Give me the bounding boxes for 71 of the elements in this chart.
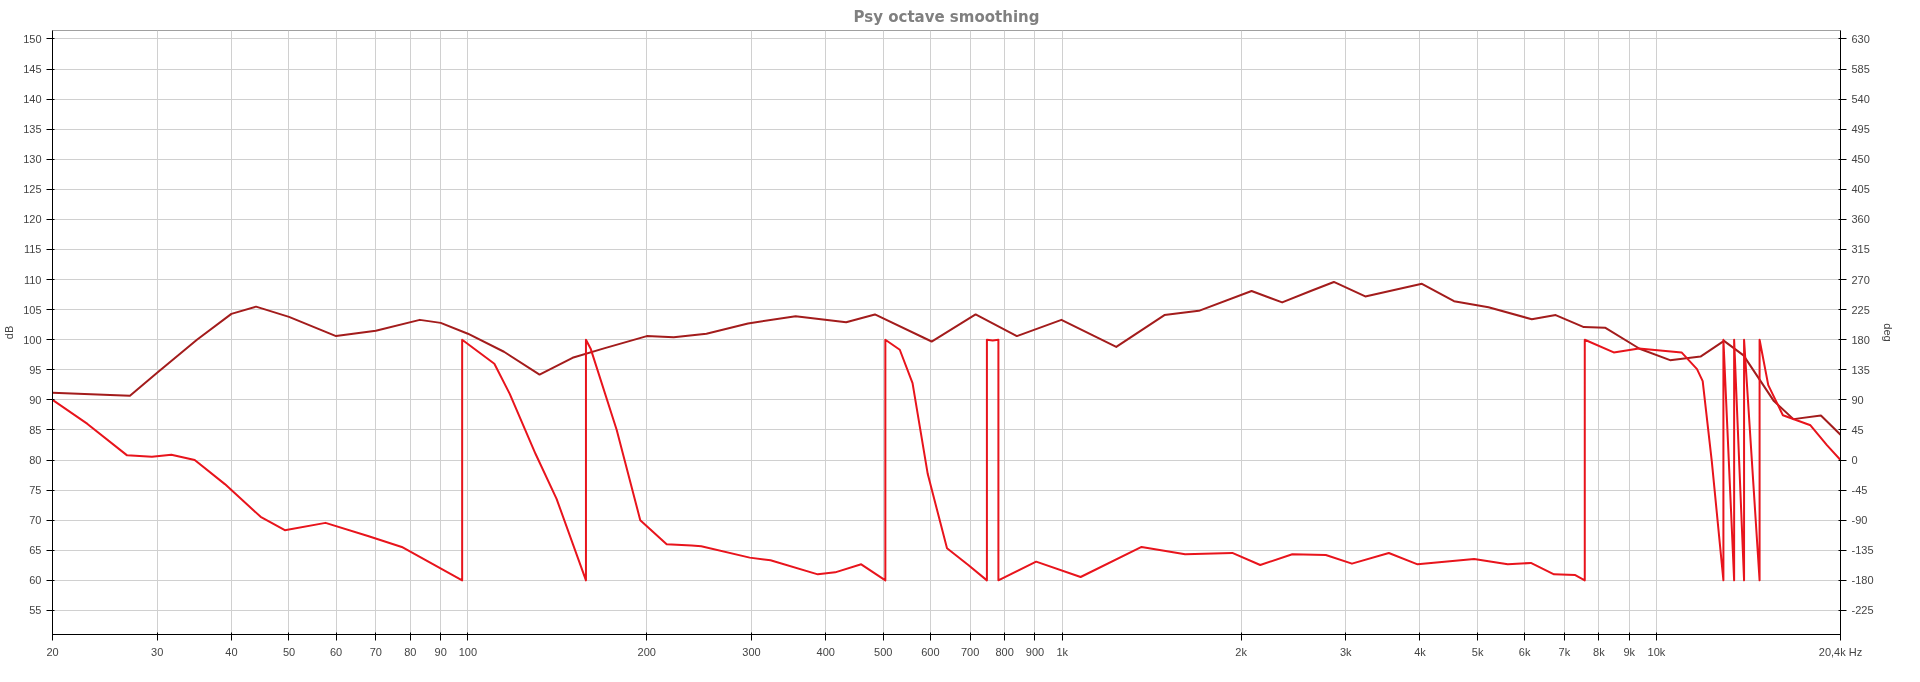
x-tick-label: 6k (1518, 645, 1531, 658)
y-tick-label: 105 (23, 303, 42, 316)
y2-tick-label: -45 (1851, 484, 1868, 497)
y-tick-label: 95 (29, 363, 42, 376)
y-tick-label: 65 (29, 544, 42, 557)
x-tick-label: 700 (960, 645, 980, 658)
x-tick-label: 800 (995, 645, 1014, 658)
y2-tick-label: 315 (1851, 243, 1870, 256)
y-tick-label: 70 (29, 514, 42, 527)
y2-tick-label: 225 (1851, 303, 1870, 316)
x-tick-label: 8k (1593, 645, 1606, 658)
y-axis-title: dB (3, 325, 16, 340)
chart-title: Psy octave smoothing (853, 7, 1040, 26)
x-tick-label: 4k (1414, 645, 1427, 658)
x-tick-label: 80 (404, 645, 417, 658)
y-tick-label: 110 (23, 273, 42, 286)
y-tick-label: 150 (23, 32, 42, 45)
y2-tick-label: -90 (1851, 514, 1868, 527)
y2-axis-title: deg (1881, 323, 1894, 342)
y2-tick-label: 630 (1851, 32, 1870, 45)
y2-tick-label: -180 (1851, 574, 1874, 587)
x-tick-label: 900 (1025, 645, 1045, 658)
y-tick-label: 55 (29, 604, 42, 617)
y2-tick-label: 45 (1851, 423, 1864, 436)
y-tick-label: 120 (23, 213, 42, 226)
y2-tick-label: -225 (1851, 604, 1874, 617)
y-tick-label: 135 (23, 123, 42, 136)
y-tick-label: 80 (29, 454, 42, 467)
x-tick-label: 20,4k Hz (1818, 645, 1863, 658)
y2-tick-label: 90 (1851, 393, 1864, 406)
x-tick-label: 5k (1471, 645, 1484, 658)
y-tick-label: 140 (23, 93, 42, 106)
y-tick-label: 100 (23, 333, 42, 346)
x-tick-label: 40 (225, 645, 238, 658)
y-tick-label: 75 (29, 484, 42, 497)
y-tick-label: 85 (29, 423, 42, 436)
y2-tick-label: 495 (1851, 123, 1870, 136)
x-tick-label: 300 (742, 645, 761, 658)
x-tick-label: 600 (921, 645, 940, 658)
y2-tick-label: 180 (1851, 333, 1870, 346)
x-tick-label: 20 (46, 645, 59, 658)
y2-tick-label: 405 (1851, 183, 1870, 196)
x-tick-label: 2k (1235, 645, 1248, 658)
x-tick-label: 200 (637, 645, 656, 658)
y2-tick-label: -135 (1851, 544, 1874, 557)
y2-tick-label: 450 (1851, 153, 1870, 166)
y-tick-label: 115 (23, 243, 42, 256)
x-tick-label: 3k (1339, 645, 1353, 658)
x-tick-label: 10k (1647, 645, 1666, 658)
x-tick-label: 500 (874, 645, 893, 658)
x-tick-label: 30 (151, 645, 164, 658)
x-tick-label: 60 (329, 645, 343, 658)
x-tick-label: 90 (434, 645, 447, 658)
x-tick-label: 7k (1558, 645, 1571, 658)
x-tick-label: 400 (816, 645, 835, 658)
x-tick-label: 1k (1056, 645, 1069, 658)
y2-tick-label: 585 (1851, 63, 1870, 75)
y-tick-label: 60 (29, 574, 42, 587)
y-tick-label: 125 (23, 183, 42, 196)
y2-tick-label: 0 (1851, 454, 1858, 467)
y2-tick-label: 540 (1851, 93, 1870, 106)
x-tick-label: 50 (282, 645, 296, 658)
x-tick-label: 9k (1623, 645, 1636, 658)
y2-tick-label: 360 (1851, 213, 1870, 226)
y-tick-label: 90 (29, 393, 42, 406)
x-tick-label: 70 (369, 645, 382, 658)
y-tick-label: 145 (23, 63, 42, 75)
y2-tick-label: 270 (1851, 273, 1870, 286)
y2-tick-label: 135 (1851, 363, 1870, 376)
y-tick-label: 130 (23, 153, 42, 166)
x-tick-label: 100 (458, 645, 478, 658)
